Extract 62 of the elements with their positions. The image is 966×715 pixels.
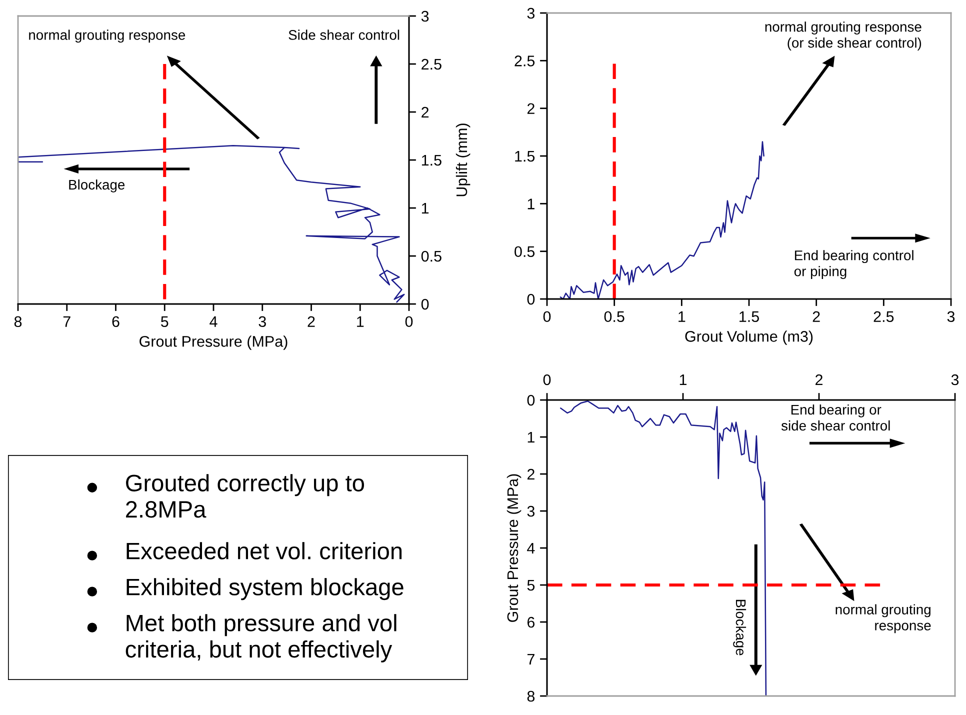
x-axis-title: Grout Pressure (MPa) [140,336,288,350]
y2-tick-label: 0 [421,298,429,310]
y-tick-label: 1.5 [515,151,535,162]
y-tick-label: 0 [527,394,535,406]
x-tick-label: 1 [678,311,686,322]
annotation: normal grouting response (or side shear control) [765,22,922,50]
text: Grouted correctly up to 2.8MPa [126,474,364,518]
line-series [18,144,405,303]
y-tick-label: 4 [527,543,535,554]
annotation: End bearing or side shear control [781,404,890,431]
x-tick-label: 2 [308,316,315,327]
x-tick-label: 2 [816,374,822,386]
y-tick-label: 1 [528,198,534,210]
y-axis-title: Grout Pressure (MPa) [506,474,522,622]
x-tick-label: 6 [112,316,120,328]
y-tick-label: 7 [527,654,534,665]
y-tick-label: 5 [527,580,535,591]
y2-tick-label: 2 [422,106,429,118]
x-tick-label: 0 [405,316,413,328]
x-tick-label: 1.5 [740,311,759,322]
line-series [560,400,767,696]
x-tick-label: 1 [680,374,687,386]
x-tick-label: 3 [947,311,955,322]
y2-tick-label: 1.5 [422,155,442,166]
y-tick-label: 2 [527,103,534,114]
x-tick-label: 3 [951,374,959,386]
y-tick-label: 3 [527,506,535,517]
y2-tick-label: 1 [422,203,429,214]
x-tick-label: 2 [812,311,820,322]
line-series [560,141,764,299]
y-tick-label: 0 [527,294,535,305]
y-tick-label: 8 [527,690,535,702]
x-tick-label: 1 [357,316,364,327]
annotation: normal grouting response [836,604,931,634]
annotation: Blockage [733,600,746,656]
x-tick-label: 0 [543,374,551,386]
y-tick-label: 1 [528,432,534,443]
y2-tick-label: 3 [421,10,429,22]
text: Exceeded net vol. criterion [126,542,402,560]
y-tick-label: 2.5 [514,56,535,66]
x-tick-label: 7 [63,316,70,327]
x-tick-label: 0 [543,311,551,322]
y-tick-label: 2 [527,468,534,480]
annotation: End bearing control or piping [794,250,914,280]
x-axis-title: Grout Volume (m3) [685,330,813,345]
x-tick-label: 2.5 [874,311,894,322]
x-tick-label: 3 [258,316,266,328]
x-tick-label: 8 [14,316,22,328]
y-tick-label: 0.5 [514,246,535,258]
x-tick-label: 0.5 [604,311,624,322]
x-tick-label: 4 [210,316,218,327]
x-tick-label: 5 [160,316,168,328]
annotation: Blockage [69,179,125,192]
y2-tick-label: 0.5 [421,250,442,262]
text: Met both pressure and vol criteria, but not effectively [126,614,396,662]
annotation: normal grouting response [29,30,186,43]
y2-axis-title: Uplift (mm) [456,124,470,196]
y-tick-label: 3 [527,8,535,19]
annotation: Side shear control [288,30,400,40]
y-tick-label: 6 [527,616,535,628]
y2-tick-label: 2.5 [422,58,442,70]
text: Exhibited system blockage [126,578,404,600]
